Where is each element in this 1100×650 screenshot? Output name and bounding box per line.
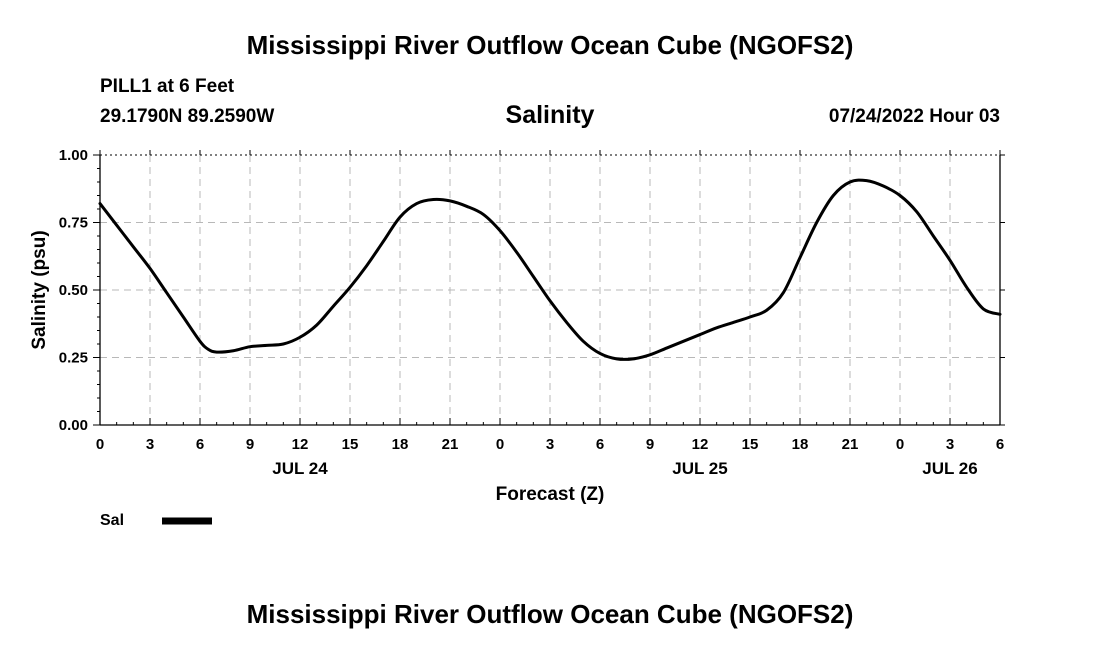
footer-title: Mississippi River Outflow Ocean Cube (NG… xyxy=(246,599,854,629)
y-axis-title: Salinity (psu) xyxy=(29,230,50,349)
x-tick-label: 18 xyxy=(792,436,809,453)
forecast-run-time: 07/24/2022 Hour 03 xyxy=(828,106,1000,127)
x-tick-label: 12 xyxy=(692,436,709,453)
x-tick-label: 15 xyxy=(742,436,759,453)
x-tick-label: 18 xyxy=(392,436,409,453)
x-tick-label: 21 xyxy=(442,436,459,453)
x-tick-label: 21 xyxy=(842,436,859,453)
x-tick-label: 6 xyxy=(596,436,604,453)
x-tick-label: 0 xyxy=(496,436,504,453)
station-coordinates: 29.1790N 89.2590W xyxy=(100,106,275,127)
x-tick-label: 0 xyxy=(96,436,104,453)
y-tick-label: 0.50 xyxy=(59,282,88,299)
y-tick-label: 0.75 xyxy=(59,215,88,232)
x-tick-label: 9 xyxy=(646,436,654,453)
y-tick-label: 0.00 xyxy=(59,417,88,434)
x-tick-label: 9 xyxy=(246,436,254,453)
chart-title: Salinity xyxy=(505,101,595,129)
axis-layer xyxy=(93,150,1005,426)
x-tick-label: 15 xyxy=(342,436,359,453)
date-label: JUL 25 xyxy=(672,459,727,478)
station-name: PILL1 at 6 Feet xyxy=(100,76,235,97)
grid-layer xyxy=(100,154,1000,425)
x-tick-label: 0 xyxy=(896,436,904,453)
chart-main-title: Mississippi River Outflow Ocean Cube (NG… xyxy=(246,30,854,60)
x-tick-label: 6 xyxy=(996,436,1004,453)
x-tick-label: 6 xyxy=(196,436,204,453)
date-label: JUL 24 xyxy=(272,459,328,478)
date-label: JUL 26 xyxy=(922,459,977,478)
series-line-sal xyxy=(98,178,1002,361)
series-layer xyxy=(98,178,1002,361)
x-axis-title: Forecast (Z) xyxy=(496,484,605,505)
legend-label: Sal xyxy=(100,512,124,529)
x-tick-label: 3 xyxy=(546,436,554,453)
y-tick-label: 1.00 xyxy=(59,147,88,164)
x-tick-label: 3 xyxy=(146,436,154,453)
label-layer: 0 3 6 9 12 15 18 21 0 3 6 9 12 15 18 21 0 3 6 0.00 0.25 0.50 0… xyxy=(29,147,1004,505)
legend: Sal xyxy=(100,512,212,529)
x-tick-label: 3 xyxy=(946,436,954,453)
x-tick-label: 12 xyxy=(292,436,309,453)
y-tick-label: 0.25 xyxy=(59,350,88,367)
